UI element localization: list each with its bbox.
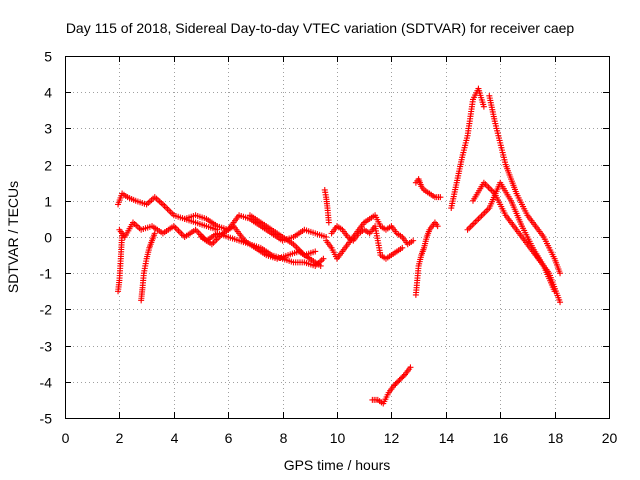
data-point xyxy=(557,299,564,306)
y-axis-label: SDTVAR / TECUs xyxy=(5,181,21,293)
data-point xyxy=(312,248,319,255)
data-point xyxy=(480,103,487,110)
x-tick-label: 6 xyxy=(225,430,233,446)
y-tick-label: -5 xyxy=(40,411,53,427)
data-point xyxy=(395,378,402,385)
data-point xyxy=(551,288,558,295)
data-point xyxy=(399,374,406,381)
x-axis-label: GPS time / hours xyxy=(284,457,391,473)
grid xyxy=(65,56,609,418)
y-tick-label: 2 xyxy=(44,158,52,174)
y-tick-label: -4 xyxy=(40,375,53,391)
data-point xyxy=(397,375,404,382)
x-tick-label: 4 xyxy=(171,430,179,446)
data-point xyxy=(557,270,564,277)
data-point xyxy=(393,379,400,386)
chart-title: Day 115 of 2018, Sidereal Day-to-day VTE… xyxy=(66,20,575,36)
x-tick-label: 10 xyxy=(330,430,346,446)
x-tick-label: 18 xyxy=(548,430,564,446)
x-tick-label: 20 xyxy=(602,430,618,446)
x-tick-label: 16 xyxy=(493,430,509,446)
y-tick-label: -2 xyxy=(40,302,53,318)
x-tick-label: 12 xyxy=(384,430,400,446)
data-point xyxy=(396,376,403,383)
x-tick-label: 2 xyxy=(116,430,124,446)
data-point xyxy=(317,262,324,269)
data-point xyxy=(325,219,332,226)
data-point xyxy=(400,372,407,379)
y-tick-label: -1 xyxy=(40,266,53,282)
y-tick-label: 3 xyxy=(44,121,52,137)
data-point xyxy=(392,381,399,388)
data-point xyxy=(119,230,126,237)
y-tick-label: 5 xyxy=(44,49,52,65)
data-points xyxy=(115,85,564,407)
data-point xyxy=(320,255,327,262)
x-tick-label: 14 xyxy=(439,430,455,446)
data-point xyxy=(434,223,441,230)
data-point xyxy=(391,382,398,389)
data-point xyxy=(399,244,406,251)
data-point xyxy=(151,230,158,237)
y-tick-label: -3 xyxy=(40,339,53,355)
y-tick-label: 4 xyxy=(44,85,52,101)
x-tick-label: 0 xyxy=(62,430,70,446)
x-tick-label: 8 xyxy=(280,430,288,446)
y-tick-label: 0 xyxy=(44,230,52,246)
y-tick-label: 1 xyxy=(44,194,52,210)
data-point xyxy=(437,194,444,201)
data-point xyxy=(410,237,417,244)
data-point xyxy=(407,364,414,371)
